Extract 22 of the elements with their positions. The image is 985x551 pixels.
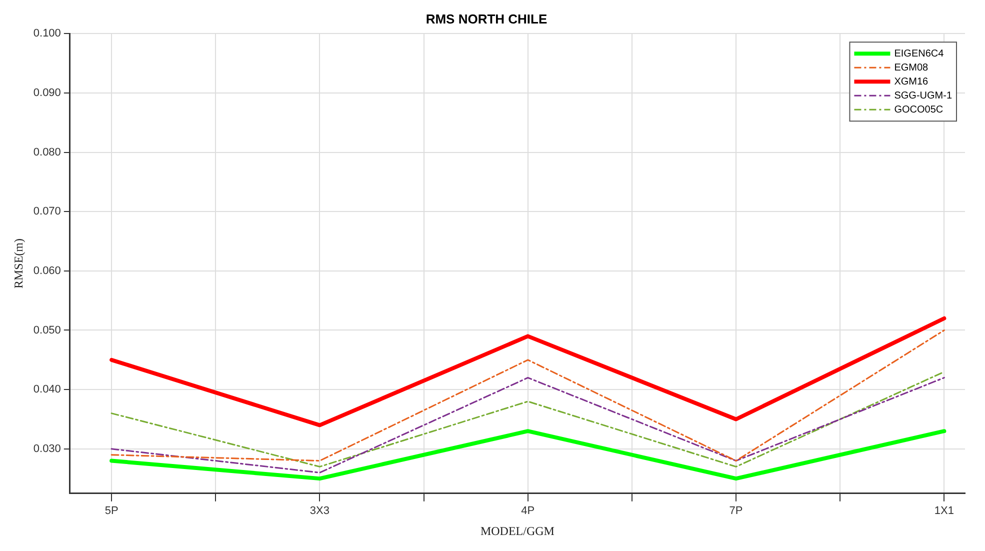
line-series — [110, 329, 945, 462]
y-tick-label: 0.100 — [33, 28, 61, 40]
legend-label: SGG-UGM-1 — [894, 90, 952, 102]
y-axis-title: RMSE(m) — [11, 238, 26, 289]
y-tick-label: 0.080 — [33, 146, 61, 158]
x-tick-label: 5P — [104, 505, 118, 518]
y-tick-label: 0.060 — [33, 264, 61, 277]
chart-title: RMS NORTH CHILE — [426, 11, 548, 26]
x-tick-label: 1X1 — [934, 505, 954, 518]
legend-label: GOCO05C — [894, 104, 944, 116]
y-tick-label: 0.070 — [33, 206, 61, 218]
y-tick-label: 0.040 — [33, 384, 61, 396]
x-tick-label: 7P — [729, 505, 743, 518]
y-tick-label: 0.030 — [33, 442, 61, 455]
legend-label: EGM08 — [894, 62, 929, 74]
legend-label: EIGEN6C4 — [894, 48, 944, 60]
x-tick-label: 4P — [521, 505, 535, 518]
legend-label: XGM16 — [894, 76, 929, 88]
y-tick-label: 0.050 — [33, 324, 61, 336]
y-tick-label: 0.090 — [33, 86, 61, 99]
x-tick-label: 3X3 — [310, 505, 330, 518]
x-axis-title: MODEL/GGM — [480, 524, 555, 538]
